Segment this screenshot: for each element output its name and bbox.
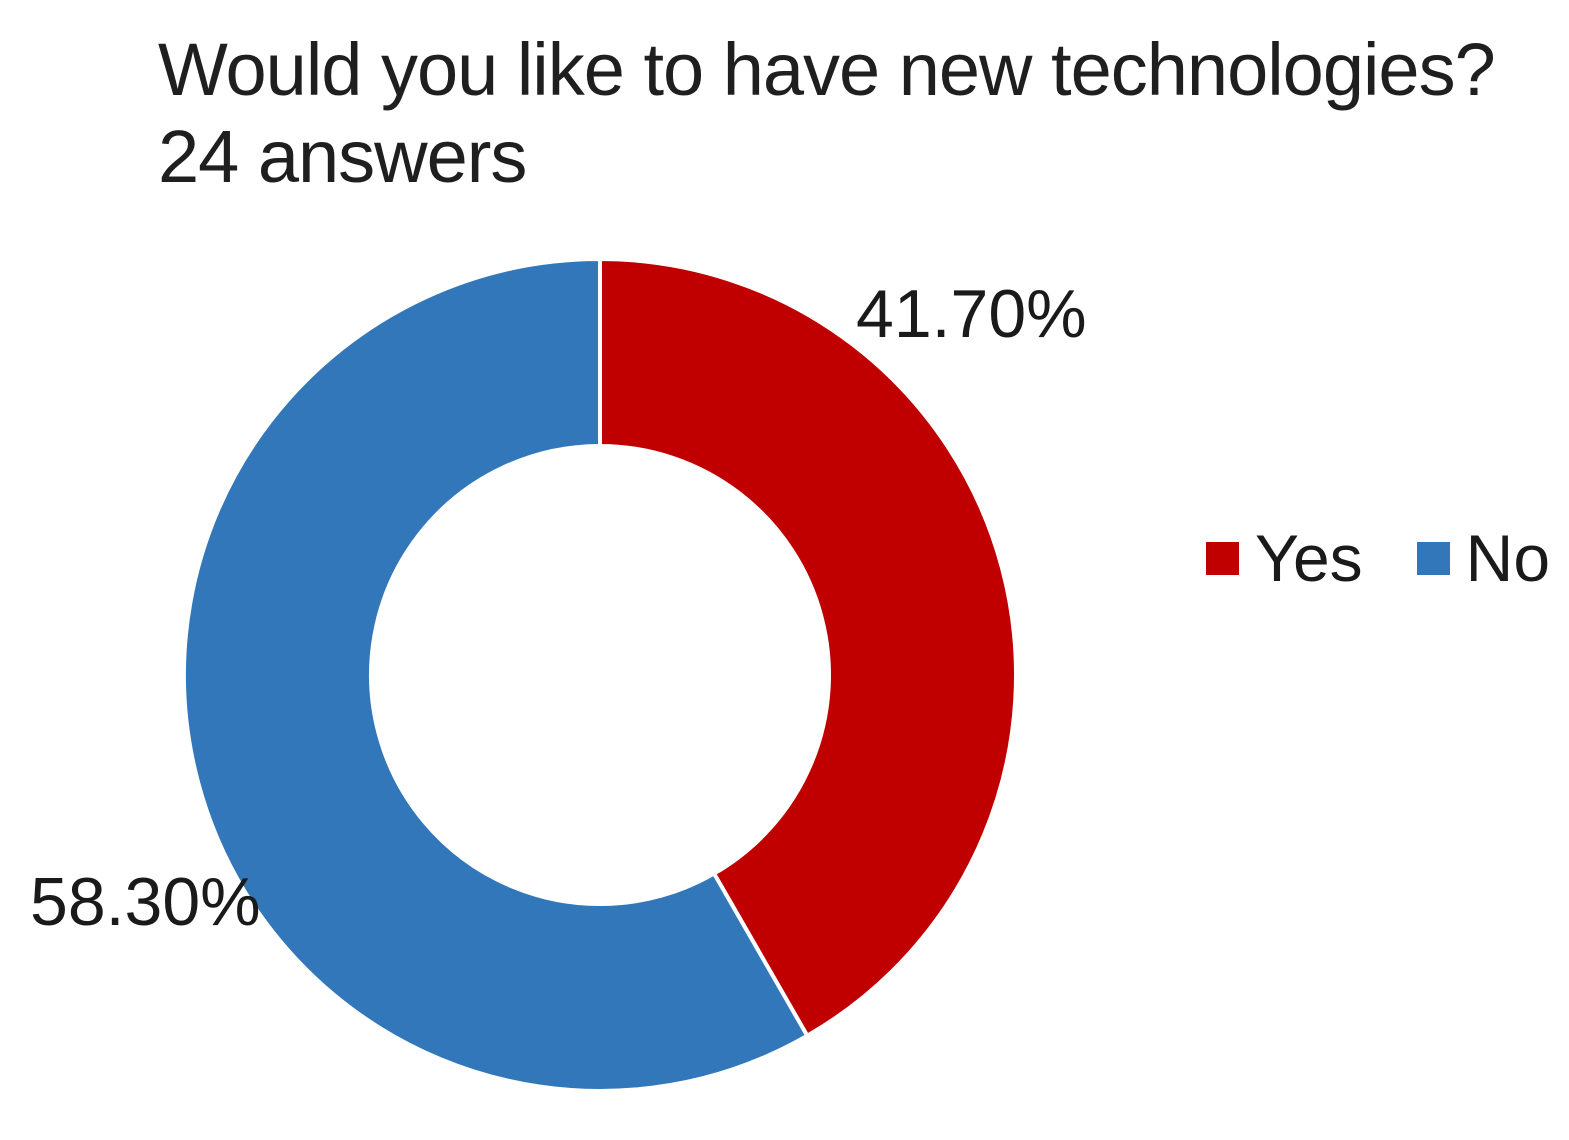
legend-item-yes: Yes bbox=[1206, 525, 1363, 591]
donut-slice-no bbox=[182, 257, 810, 1093]
donut-slice-yes bbox=[598, 257, 1019, 1038]
legend-label-yes: Yes bbox=[1255, 521, 1363, 595]
legend: Yes No bbox=[1206, 524, 1550, 592]
legend-swatch-yes-icon bbox=[1206, 541, 1239, 575]
data-label-no: 58.30% bbox=[30, 864, 261, 940]
legend-item-no: No bbox=[1416, 521, 1551, 595]
chart-title: Would you like to have new technologies? bbox=[158, 28, 1496, 111]
donut-chart bbox=[182, 257, 1019, 1093]
title-block: Would you like to have new technologies?… bbox=[158, 26, 1496, 201]
data-label-yes: 41.70% bbox=[856, 276, 1087, 352]
legend-swatch-no-icon bbox=[1416, 541, 1450, 575]
legend-label-no: No bbox=[1465, 521, 1551, 595]
answers-count: 24 answers bbox=[158, 115, 527, 199]
